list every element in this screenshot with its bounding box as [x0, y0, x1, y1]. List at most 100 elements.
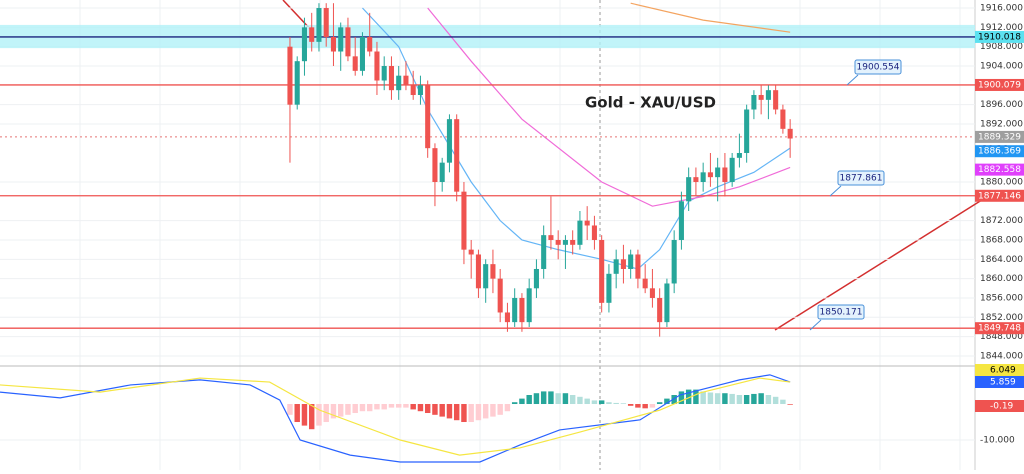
- candle-body: [439, 162, 445, 182]
- histogram-bar: [475, 404, 482, 421]
- price-tag-label: 1900.079: [978, 80, 1021, 90]
- candle-body: [367, 37, 373, 52]
- candle-body: [512, 297, 518, 323]
- candle-body: [323, 8, 329, 38]
- histogram-bar: [395, 404, 402, 408]
- histogram-bar: [540, 391, 547, 405]
- y-tick-label: 1904.000: [980, 62, 1023, 72]
- histogram-bar: [693, 389, 699, 405]
- histogram-bar: [519, 398, 525, 405]
- candle-body: [345, 27, 351, 57]
- candle-body: [417, 85, 423, 96]
- candle-body: [490, 264, 496, 279]
- candle-body: [729, 157, 735, 182]
- y-tick-label: -10.000: [980, 436, 1015, 446]
- histogram-bar: [308, 404, 315, 430]
- candle-body: [577, 220, 583, 245]
- price-tag: [975, 78, 1024, 91]
- candle-body: [294, 61, 300, 105]
- candle-body: [374, 51, 380, 81]
- callout-pointer: [809, 319, 822, 331]
- candle-body: [410, 85, 416, 96]
- callout-box: [854, 59, 902, 75]
- y-tick-label: 1896.000: [980, 100, 1023, 110]
- candle-body: [678, 201, 684, 240]
- price-tag: [975, 145, 1024, 158]
- histogram-bar: [287, 404, 293, 415]
- candle-body: [381, 66, 387, 81]
- candle-body: [533, 268, 539, 289]
- price-tag: [975, 364, 1024, 376]
- histogram-bar: [316, 404, 322, 426]
- histogram-bar: [533, 393, 540, 405]
- signal-line: [0, 377, 791, 456]
- histogram-bar: [685, 389, 692, 405]
- price-tag: [975, 130, 1024, 143]
- histogram-bar: [569, 395, 576, 405]
- candle-body: [338, 27, 344, 52]
- candle-body: [686, 177, 692, 202]
- price-tag-label: 5.859: [990, 378, 1016, 388]
- histogram-bar: [664, 398, 670, 405]
- candle-body: [359, 37, 365, 71]
- histogram-bar: [671, 395, 677, 405]
- candle-body: [352, 56, 358, 71]
- candle-body: [751, 95, 757, 110]
- y-tick-label: 1880.000: [980, 177, 1023, 187]
- price-tag: [975, 400, 1024, 412]
- candle-body: [504, 312, 510, 323]
- histogram-bar: [294, 404, 300, 423]
- y-tick-label: 1916.000: [980, 4, 1023, 14]
- callout-box: [817, 304, 865, 320]
- candle-body: [613, 259, 619, 274]
- histogram-bar: [403, 404, 409, 408]
- histogram-bar: [743, 395, 750, 405]
- y-tick-label: 1856.000: [980, 293, 1023, 303]
- price-tag-label: 1910.018: [978, 32, 1021, 42]
- y-tick-label: 1848.000: [980, 332, 1023, 342]
- histogram-bar: [729, 393, 735, 405]
- candle-body: [330, 37, 336, 52]
- candle-body: [765, 90, 771, 100]
- candle-body: [425, 85, 431, 149]
- histogram-bar: [511, 402, 518, 405]
- histogram-bar: [642, 404, 648, 409]
- histogram-bar: [366, 404, 373, 412]
- histogram-bar: [736, 395, 743, 405]
- candle-body: [744, 109, 750, 153]
- histogram-bar: [598, 400, 605, 405]
- candle-body: [432, 148, 438, 182]
- histogram-bar: [548, 391, 554, 405]
- histogram-bar: [787, 404, 793, 405]
- histogram-bar: [577, 396, 583, 405]
- histogram-bar: [330, 404, 337, 419]
- histogram-bar: [707, 392, 714, 405]
- callout-label: 1850.171: [820, 308, 863, 318]
- y-tick-label: 1872.000: [980, 216, 1023, 226]
- histogram-bar: [772, 396, 779, 405]
- histogram-bar: [453, 404, 460, 421]
- candle-body: [519, 297, 525, 323]
- candle-body: [548, 235, 554, 240]
- histogram-bar: [482, 404, 489, 419]
- candle-body: [773, 90, 779, 110]
- candle-body: [468, 249, 474, 255]
- histogram-bar: [678, 391, 685, 405]
- histogram-bar: [722, 393, 728, 405]
- histogram-bar: [526, 395, 532, 405]
- candle-body: [758, 95, 764, 100]
- histogram-bar: [497, 404, 503, 415]
- histogram-bar: [591, 400, 598, 405]
- histogram-bar: [613, 402, 619, 405]
- candle-body: [722, 167, 728, 182]
- candle-body: [570, 239, 576, 245]
- candle-body: [316, 8, 322, 42]
- price-tag: [975, 30, 1024, 43]
- callout-pointer: [846, 74, 859, 86]
- candle-body: [403, 75, 409, 86]
- histogram-bar: [635, 404, 641, 408]
- price-tag-label: 1889.329: [978, 132, 1021, 142]
- candle-body: [628, 254, 634, 269]
- histogram-bar: [352, 404, 358, 414]
- y-tick-label: 1864.000: [980, 255, 1023, 265]
